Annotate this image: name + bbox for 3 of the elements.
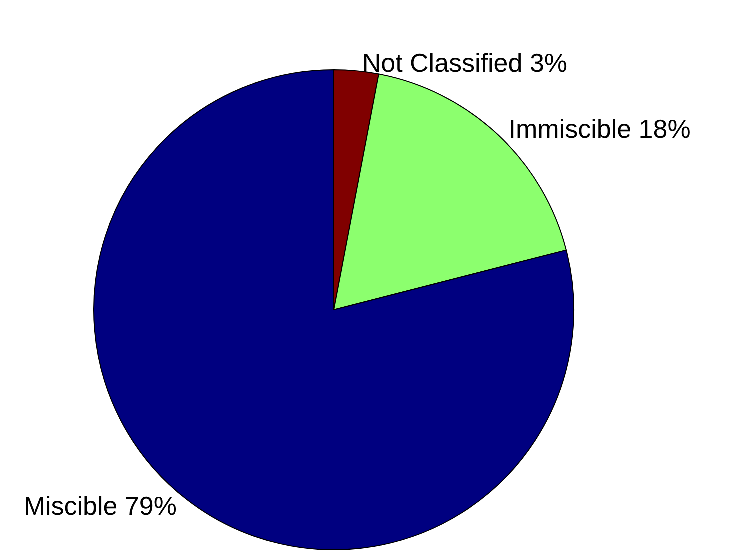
slice-label: Immiscible 18%: [508, 114, 691, 144]
slice-label: Not Classified 3%: [362, 48, 568, 78]
slice-label: Miscible 79%: [24, 490, 177, 521]
